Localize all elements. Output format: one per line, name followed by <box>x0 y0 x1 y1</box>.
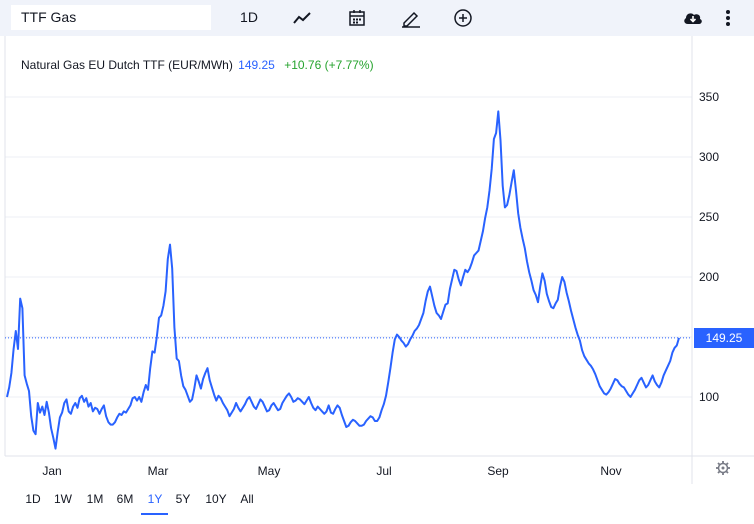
pencil-icon[interactable] <box>397 5 425 30</box>
y-tick-label: 100 <box>699 390 719 404</box>
range-1y[interactable]: 1Y <box>147 492 163 506</box>
active-range-underline <box>141 513 168 515</box>
calendar-icon[interactable] <box>344 5 370 30</box>
price-axis: 100150200250300350 <box>699 90 719 404</box>
add-circle-icon[interactable] <box>450 5 476 30</box>
cloud-download-icon[interactable] <box>680 5 706 30</box>
symbol-search-input[interactable]: TTF Gas <box>11 5 211 30</box>
y-tick-label: 250 <box>699 210 719 224</box>
x-tick-label-mar: Mar <box>148 464 169 478</box>
y-tick-label: 200 <box>699 270 719 284</box>
more-vertical-icon[interactable] <box>718 5 738 30</box>
legend-name: Natural Gas EU Dutch TTF (EUR/MWh) <box>21 58 233 72</box>
legend-price: 149.25 <box>238 58 275 72</box>
range-1w[interactable]: 1W <box>54 492 72 506</box>
range-selector: 1D 1W 1M 6M 1Y 5Y 10Y All <box>0 484 754 524</box>
legend-change: +10.76 (+7.77%) <box>284 58 374 72</box>
x-tick-label-jul: Jul <box>376 464 391 478</box>
range-5y[interactable]: 5Y <box>175 492 191 506</box>
grid-lines <box>5 96 692 398</box>
x-tick-label-sep: Sep <box>487 464 509 478</box>
last-price-label: 149.25 <box>694 328 754 348</box>
line-chart-icon[interactable] <box>289 5 315 30</box>
x-tick-label-nov: Nov <box>600 464 621 478</box>
y-tick-label: 300 <box>699 150 719 164</box>
chart-legend: Natural Gas EU Dutch TTF (EUR/MWh) 149.2… <box>21 58 374 72</box>
top-toolbar: TTF Gas 1D <box>0 0 754 36</box>
x-tick-label-jan: Jan <box>42 464 61 478</box>
time-axis: Jan Mar May Jul Sep Nov <box>42 464 621 478</box>
range-1d[interactable]: 1D <box>25 492 41 506</box>
range-10y[interactable]: 10Y <box>205 492 227 506</box>
series-line <box>6 110 680 450</box>
range-1m[interactable]: 1M <box>86 492 104 506</box>
x-tick-label-may: May <box>258 464 281 478</box>
interval-button[interactable]: 1D <box>240 9 258 25</box>
settings-gear-icon[interactable] <box>716 461 730 475</box>
range-6m[interactable]: 6M <box>116 492 134 506</box>
y-tick-label: 350 <box>699 90 719 104</box>
range-all[interactable]: All <box>240 492 254 506</box>
